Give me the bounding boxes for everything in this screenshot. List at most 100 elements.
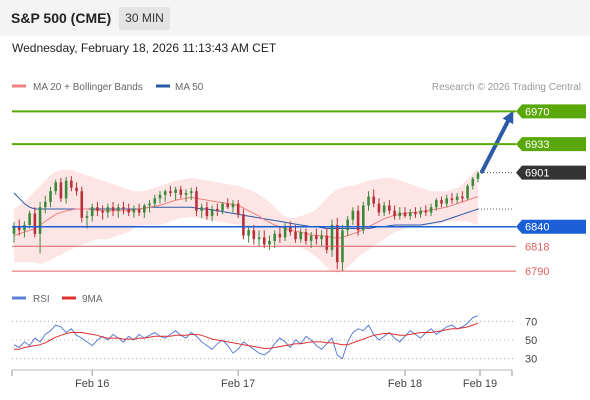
candle-body <box>153 198 157 204</box>
candle-body <box>137 208 141 213</box>
candle-body <box>440 200 443 204</box>
candle-body <box>17 226 21 231</box>
candle-body <box>262 237 266 245</box>
ma9-legend-label: 9MA <box>82 294 103 305</box>
candle-body <box>273 233 276 241</box>
candle-body <box>101 210 104 213</box>
candle-body <box>242 214 245 236</box>
candle-body <box>367 196 370 206</box>
candle-body <box>43 201 47 208</box>
candle-body <box>476 173 480 179</box>
candle-body <box>294 232 297 240</box>
candle-body <box>226 203 230 208</box>
candle-body <box>12 226 16 234</box>
x-tick-label: Feb 19 <box>463 378 497 390</box>
candle-body <box>257 237 261 240</box>
candle-body <box>38 207 42 234</box>
candle-body <box>356 210 360 231</box>
candle-body <box>64 180 68 199</box>
candle-body <box>80 191 84 218</box>
candle-body <box>466 185 469 199</box>
candle-body <box>283 226 287 238</box>
candle-body <box>148 203 151 206</box>
candle-body <box>429 207 433 213</box>
level-label: 6840 <box>525 222 549 234</box>
level-label-6790: 6790 <box>525 266 549 278</box>
candle-body <box>28 213 31 225</box>
candle-body <box>195 191 198 211</box>
x-tick-label: Feb 18 <box>388 378 422 390</box>
candle-body <box>450 198 454 201</box>
level-tag-bg <box>516 219 586 234</box>
candle-body <box>184 192 188 195</box>
level-tag-bg <box>516 137 586 152</box>
candle-body <box>210 208 214 217</box>
candle-body <box>289 226 292 233</box>
rsi-ma9-line <box>14 322 479 350</box>
candle-body <box>320 235 323 240</box>
candle-body <box>252 230 256 240</box>
rsi-tick-label: 30 <box>525 354 537 366</box>
candle-body <box>127 208 130 213</box>
candle-body <box>299 232 303 240</box>
candle-body <box>434 200 438 208</box>
candle-body <box>169 191 172 193</box>
candle-body <box>408 212 412 217</box>
candle-body <box>231 203 235 208</box>
candle-body <box>325 235 329 250</box>
candle-body <box>309 235 313 241</box>
candle-body <box>174 189 177 193</box>
candle-body <box>346 219 349 231</box>
price-levels: 6970 6933 6901 6840 6818 6790 <box>12 104 586 278</box>
candle-body <box>247 230 250 236</box>
ma50-legend-label: MA 50 <box>175 82 204 93</box>
candle-body <box>393 210 396 217</box>
interval-button[interactable]: 30 MIN <box>119 7 170 30</box>
candle-body <box>362 205 365 231</box>
candle-body <box>315 235 318 240</box>
candle-body <box>419 210 422 215</box>
candle-body <box>221 203 224 211</box>
level-tag-6970: 6970 <box>516 104 586 119</box>
candle-body <box>445 198 449 204</box>
candle-body <box>75 187 78 192</box>
candle-body <box>461 196 464 199</box>
candle-body <box>70 180 73 188</box>
candle-body <box>414 212 417 215</box>
candle-body <box>330 224 334 250</box>
level-tag-6933: 6933 <box>516 137 586 152</box>
candle-body <box>59 182 63 199</box>
candle-body <box>23 224 26 231</box>
candle-body <box>278 233 282 238</box>
candle-body <box>122 207 125 209</box>
x-tick-label: Feb 17 <box>221 378 255 390</box>
candle-body <box>189 191 193 193</box>
rsi-tick-label: 50 <box>525 335 537 347</box>
candle-body <box>205 207 209 217</box>
candle-body <box>132 208 136 213</box>
header-bar: S&P 500 (CME) 30 MIN <box>0 0 590 36</box>
candle-body <box>143 205 146 213</box>
candle-body <box>111 207 115 211</box>
level-tag-6840: 6840 <box>516 219 586 234</box>
candle-body <box>33 213 37 234</box>
candle-body <box>377 203 381 213</box>
candle-body <box>116 207 120 211</box>
rsi-plot-area: 70 50 30 <box>12 315 537 366</box>
rsi-legend-label: RSI <box>33 294 50 305</box>
candle-body <box>351 210 355 220</box>
candle-body <box>49 191 52 202</box>
candle-body <box>388 205 391 211</box>
candle-body <box>163 191 167 195</box>
candle-body <box>455 196 459 201</box>
instrument-title: S&P 500 (CME) <box>11 10 112 26</box>
candle-body <box>304 232 308 241</box>
level-tag-6901: 6901 <box>516 165 586 180</box>
projection-arrow-head <box>502 110 514 125</box>
level-label: 6933 <box>525 139 549 151</box>
candle-body <box>54 182 58 192</box>
candle-body <box>424 210 428 213</box>
x-axis: Feb 16 Feb 17 Feb 18 Feb 19 <box>11 370 513 390</box>
candle-body <box>106 207 110 213</box>
candle-body <box>398 212 402 217</box>
